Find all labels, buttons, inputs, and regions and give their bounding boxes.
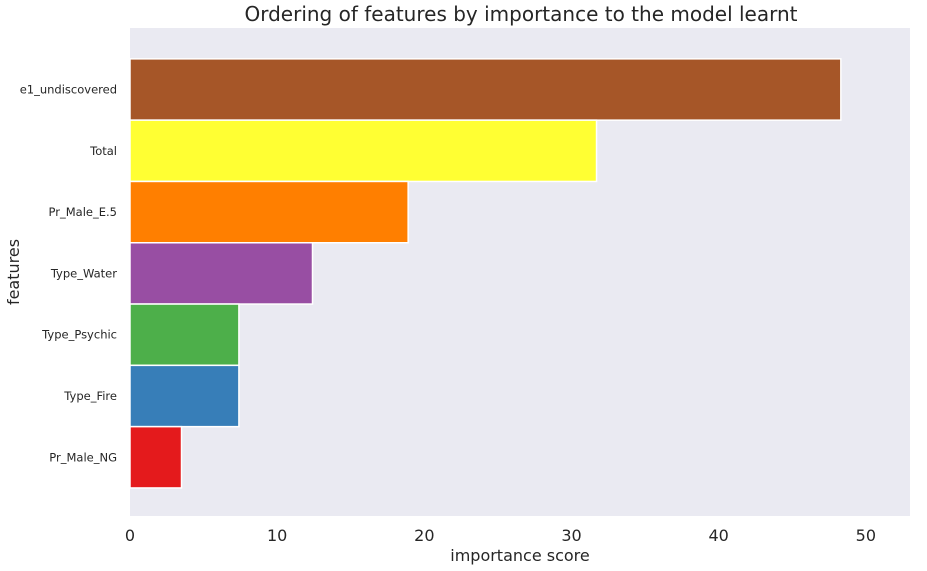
x-tick-label: 0 (125, 526, 135, 545)
x-tick-label: 50 (856, 526, 876, 545)
bar-type-water (129, 242, 314, 305)
y-tick-label: Total (89, 144, 117, 158)
bar-pr-male-e-5 (129, 180, 409, 244)
bar-pr-male-ng (129, 425, 183, 489)
y-tick-label: Type_Fire (63, 389, 117, 403)
x-axis-label: importance score (450, 546, 590, 565)
y-tick-label: Type_Psychic (41, 328, 117, 342)
y-tick-label: e1_undiscovered (20, 83, 117, 97)
bar-total (129, 119, 598, 183)
chart-title: Ordering of features by importance to th… (244, 2, 797, 26)
bars-group (129, 58, 842, 489)
bar-e1-undiscovered (129, 58, 842, 121)
y-tick-label: Pr_Male_E.5 (49, 205, 117, 219)
y-tick-label: Pr_Male_NG (49, 450, 117, 464)
bar-type-psychic (129, 303, 240, 367)
y-tick-label: Type_Water (50, 266, 117, 280)
x-tick-label: 40 (708, 526, 728, 545)
y-tick-labels: e1_undiscovered Total Pr_Male_E.5 Type_Wate… (20, 83, 118, 465)
x-tick-label: 20 (414, 526, 434, 545)
bar-type-fire (129, 364, 240, 428)
x-tick-labels: 0 10 20 30 40 50 (125, 526, 876, 545)
y-axis-label: features (4, 239, 23, 305)
x-tick-label: 30 (561, 526, 581, 545)
x-tick-label: 10 (267, 526, 287, 545)
